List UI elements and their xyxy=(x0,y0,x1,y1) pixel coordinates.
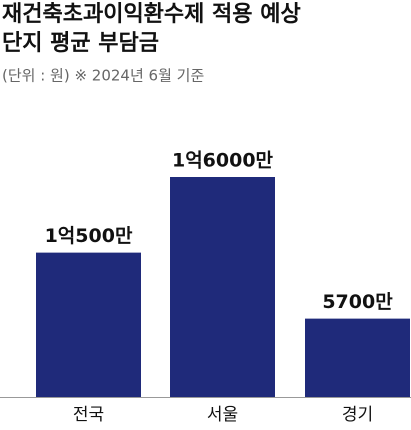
bar xyxy=(36,252,141,397)
bar xyxy=(170,177,275,397)
x-tick-label: 경기 xyxy=(342,405,373,425)
value-label: 1억6000만 xyxy=(172,150,274,172)
bar xyxy=(305,318,410,397)
x-tick-label: 서울 xyxy=(207,405,238,425)
x-tick-label: 전국 xyxy=(73,405,104,425)
value-label: 5700만 xyxy=(322,291,393,313)
chart-subtitle: (단위 : 원) ※ 2024년 6월 기준 xyxy=(2,67,204,85)
value-label: 1억500만 xyxy=(45,225,133,247)
chart-title: 단지 평균 부담금 xyxy=(2,31,159,56)
chart-title: 재건축초과이익환수제 적용 예상 xyxy=(2,2,301,27)
